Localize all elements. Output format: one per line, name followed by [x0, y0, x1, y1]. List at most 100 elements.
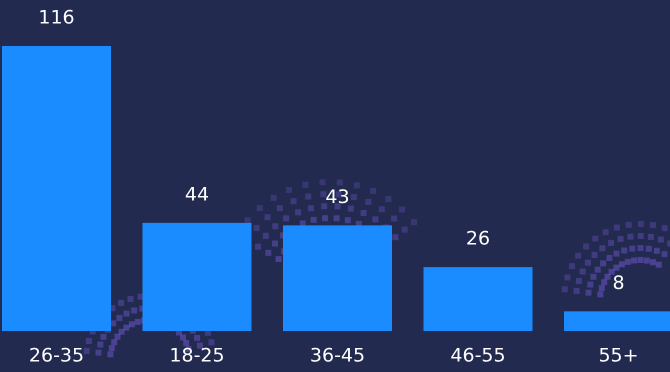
decoration-dot	[353, 182, 360, 189]
decoration-dot	[114, 333, 121, 340]
decoration-dot	[401, 226, 408, 233]
decoration-dot	[410, 219, 417, 226]
decoration-dot	[597, 291, 604, 298]
decoration-dot	[322, 215, 329, 222]
decoration-dot	[372, 216, 379, 223]
decoration-dot	[110, 320, 117, 327]
decoration-dot	[647, 233, 654, 240]
decoration-dot	[116, 314, 123, 321]
decoration-dot	[89, 328, 96, 335]
decoration-dot	[587, 281, 594, 288]
decoration-dot	[583, 243, 590, 250]
decoration-dot	[276, 205, 283, 212]
decoration-dot	[123, 310, 130, 317]
decoration-dot	[392, 234, 399, 241]
decoration-dot	[333, 215, 340, 222]
decoration-dot	[591, 251, 598, 258]
decoration-dot	[365, 198, 372, 205]
decoration-dot	[307, 205, 314, 212]
decoration-dot	[111, 339, 118, 346]
decoration-dot	[370, 187, 377, 194]
decoration-dot	[637, 257, 644, 264]
decoration-dot	[653, 247, 660, 254]
decoration-dot	[107, 351, 114, 358]
decoration-dot	[194, 334, 201, 341]
decoration-dot	[347, 205, 354, 212]
x-tick-label: 36-45	[310, 345, 365, 367]
decoration-dot	[645, 245, 652, 252]
decoration-dot	[608, 268, 615, 275]
decoration-dot	[244, 217, 251, 224]
decoration-dot	[183, 339, 190, 346]
data-label: 116	[38, 7, 74, 29]
decoration-dot	[196, 342, 203, 349]
decoration-dot	[290, 198, 297, 205]
decoration-dot	[600, 260, 607, 267]
decoration-dot	[109, 305, 116, 312]
x-tick-label: 46-55	[450, 345, 505, 367]
decoration-dot	[253, 225, 260, 232]
decoration-dot	[661, 251, 668, 258]
decoration-dot	[175, 329, 182, 336]
decoration-dot	[637, 233, 644, 240]
decoration-dot	[564, 274, 571, 281]
decoration-dot	[264, 214, 271, 221]
decoration-dot	[118, 299, 125, 306]
decoration-dot	[127, 296, 134, 303]
decoration-dot	[575, 252, 582, 259]
bar	[2, 46, 111, 331]
decoration-dot	[649, 222, 656, 229]
decoration-dot	[617, 236, 624, 243]
decoration-dot	[275, 256, 282, 263]
data-label: 43	[325, 186, 349, 208]
decoration-dot	[334, 203, 341, 210]
decoration-dot	[204, 329, 211, 336]
decoration-dot	[613, 224, 620, 231]
decoration-dot	[627, 233, 634, 240]
decoration-dot	[310, 216, 317, 223]
plot-area: 116 26-35 44 18-25 43 36-45 26 46-55 8 55+	[2, 7, 670, 367]
decoration-dot	[606, 254, 613, 261]
decoration-dot	[272, 223, 279, 230]
x-tick-label: 26-35	[29, 345, 84, 367]
decoration-dot	[299, 220, 306, 227]
decoration-dot	[131, 307, 138, 314]
decoration-dot	[108, 345, 115, 352]
decoration-dot	[584, 259, 591, 266]
x-tick-label: 18-25	[169, 345, 224, 367]
decoration-dot	[601, 279, 608, 286]
decoration-dot	[378, 206, 385, 213]
decoration-dot	[321, 203, 328, 210]
decoration-dot	[208, 339, 215, 346]
decoration-dot	[255, 243, 262, 250]
decoration-dot	[265, 249, 272, 256]
decoration-dot	[355, 220, 362, 227]
decoration-dot	[637, 221, 644, 228]
decoration-dot	[180, 334, 187, 341]
decoration-dot	[592, 235, 599, 242]
decoration-dot	[625, 221, 632, 228]
decoration-dot	[272, 240, 279, 247]
decoration-dot	[335, 191, 342, 198]
data-label: 26	[466, 228, 490, 250]
decoration-dot	[579, 268, 586, 275]
decoration-dot	[319, 179, 326, 186]
decoration-dot	[649, 259, 656, 266]
decoration-dot	[344, 217, 351, 224]
x-tick-label: 55+	[598, 345, 638, 367]
decoration-dot	[608, 239, 615, 246]
decoration-dot	[336, 179, 343, 186]
decoration-dot	[100, 333, 107, 340]
decoration-dot	[399, 206, 406, 213]
decoration-dot	[305, 193, 312, 200]
decoration-dot	[667, 240, 670, 247]
decoration-dot	[302, 181, 309, 188]
decoration-dot	[624, 258, 631, 265]
decoration-dot	[385, 196, 392, 203]
decoration-dot	[95, 349, 102, 356]
decoration-dot	[575, 277, 582, 284]
decoration-dot	[286, 187, 293, 194]
decoration-dot	[295, 209, 302, 216]
decoration-dot	[360, 209, 367, 216]
